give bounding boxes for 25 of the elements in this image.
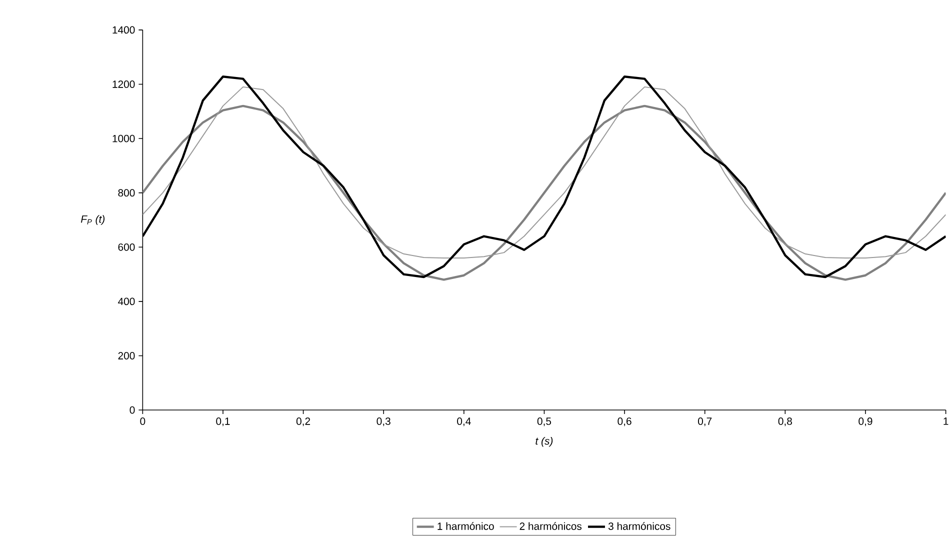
y-tick-label: 1400 <box>112 26 135 34</box>
x-tick-label: 0,2 <box>296 418 310 426</box>
y-tick-label: 0 <box>130 406 135 414</box>
x-tick-label: 0,6 <box>618 418 632 426</box>
legend-label: 2 harmónicos <box>520 522 582 530</box>
y-tick-label: 200 <box>118 352 135 360</box>
x-tick-label: 0,3 <box>376 418 390 426</box>
legend-label: 1 harmónico <box>438 522 494 530</box>
y-tick-label: 600 <box>118 244 135 251</box>
x-tick-label: 0,9 <box>858 418 872 426</box>
y-tick-label: 1000 <box>112 134 135 142</box>
y-tick-label: 800 <box>118 189 135 197</box>
x-tick-label: 0,5 <box>537 418 552 426</box>
y-tick-label: 400 <box>118 298 135 306</box>
x-tick-label: 0,1 <box>216 418 230 426</box>
x-tick-label: 0,4 <box>457 418 471 426</box>
y-axis-title: F$_{P}$ (t) <box>80 215 105 225</box>
line-series <box>142 104 946 281</box>
x-tick-label: 0 <box>140 418 146 426</box>
x-tick-label: 1 <box>944 418 948 425</box>
x-tick-label: 0,7 <box>698 418 712 426</box>
x-axis-title: t (s) <box>536 437 553 447</box>
x-tick-label: 0,8 <box>778 418 792 426</box>
y-tick-label: 1200 <box>112 80 135 88</box>
legend-label: 3 harmónicos <box>608 522 670 530</box>
